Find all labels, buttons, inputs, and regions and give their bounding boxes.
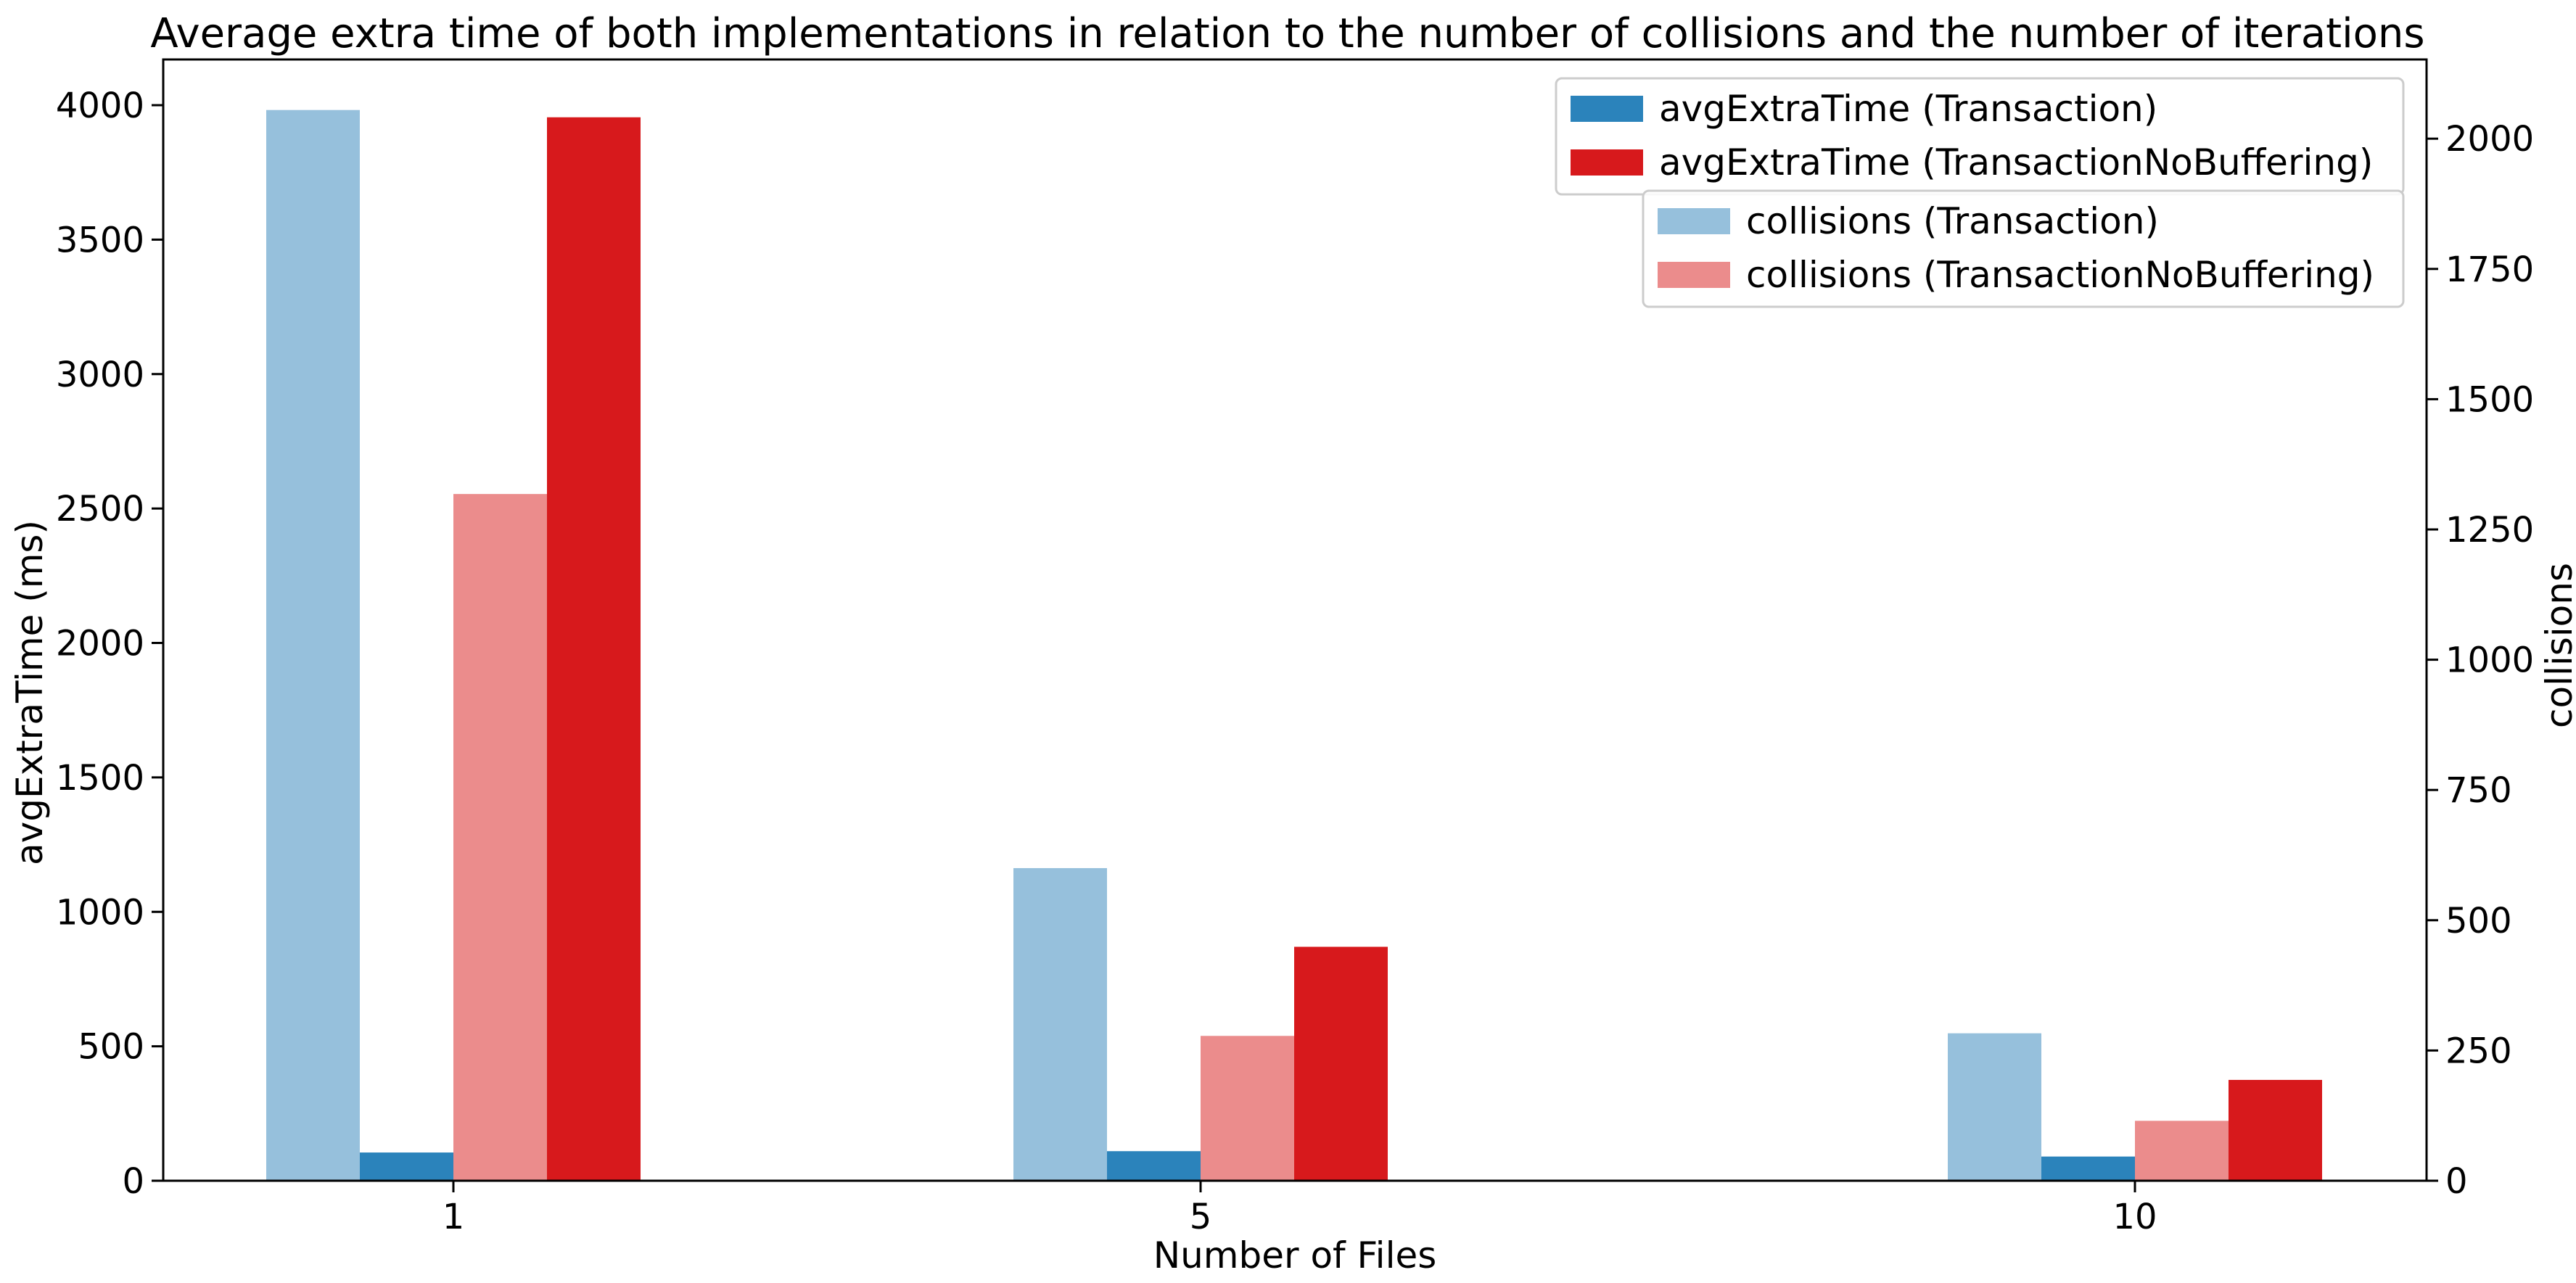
legend-box-2 [1642,189,2405,308]
legend-label-1-0: avgExtraTime (Transaction) [1659,88,2157,130]
y-tick-label-8: 4000 [56,86,144,126]
x-tick-label-0: 1 [443,1197,465,1237]
bar-s3-c2 [2229,1079,2322,1181]
bar-s2-c0 [453,494,547,1181]
y2-tick-label-6: 1500 [2445,379,2534,420]
bar-s3-c0 [547,117,641,1181]
y2-tick-label-0: 0 [2445,1161,2468,1202]
y-tick-label-7: 3500 [56,220,144,260]
y-axis-label: avgExtraTime (ms) [9,520,51,865]
y2-tick-label-2: 500 [2445,901,2512,941]
bar-s1-c1 [1107,1151,1201,1181]
bar-s1-c0 [360,1152,453,1181]
legend-swatch-1-0 [1571,96,1643,122]
x-axis-label: Number of Files [1153,1234,1437,1276]
legend-swatch-1-1 [1571,149,1643,176]
bar-s2-c1 [1201,1036,1294,1181]
legend-label-1-1: avgExtraTime (TransactionNoBuffering) [1659,141,2373,183]
bar-s0-c1 [1013,867,1107,1181]
x-tick-label-1: 5 [1190,1197,1212,1237]
bar-s2-c2 [2135,1121,2229,1181]
axes: 0 500 1000 1500 2000 2500 3000 3500 4000 0 250 500 7… [56,58,2534,1237]
legend-label-2-1: collisions (TransactionNoBuffering) [1746,254,2374,296]
y-tick-label-4: 2000 [56,624,144,664]
legends: avgExtraTime (Transaction) avgExtraTime (… [1555,77,2405,308]
y2-tick-label-5: 1250 [2445,510,2534,550]
y2-tick-label-8: 2000 [2445,119,2534,160]
y2-tick-label-7: 1750 [2445,249,2534,290]
bars [266,110,2322,1181]
legend-swatch-2-0 [1658,208,1730,234]
y2-tick-label-4: 1000 [2445,640,2534,681]
chart-title: Average extra time of both implementatio… [150,10,2424,57]
bar-s0-c2 [1948,1033,2041,1181]
y-tick-label-3: 1500 [56,758,144,799]
x-tick-label-2: 10 [2112,1197,2157,1237]
y2-tick-label-1: 250 [2445,1031,2512,1071]
y-tick-label-2: 1000 [56,892,144,933]
y-tick-label-5: 2500 [56,489,144,529]
y-tick-label-1: 500 [78,1027,144,1068]
legend-label-2-0: collisions (Transaction) [1746,200,2159,242]
plot-frame [162,58,2428,1182]
bar-s0-c0 [266,110,360,1181]
y2-axis-label: collisions [2538,563,2576,728]
y-tick-label-6: 3000 [56,355,144,395]
bar-s1-c2 [2041,1156,2135,1181]
y-tick-label-0: 0 [122,1161,144,1202]
legend-swatch-2-1 [1658,262,1730,288]
y2-tick-label-3: 750 [2445,770,2512,811]
bar-s3-c1 [1294,946,1388,1181]
